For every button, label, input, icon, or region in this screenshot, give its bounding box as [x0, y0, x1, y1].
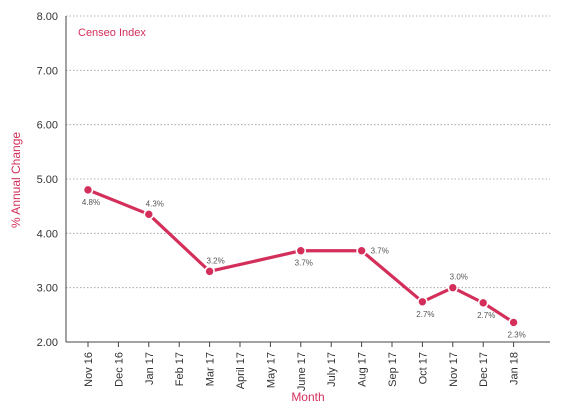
y-tick-label: 5.00: [37, 174, 58, 186]
data-label: 3.7%: [295, 259, 313, 268]
data-point: [477, 297, 489, 309]
data-point: [143, 209, 155, 220]
y-tick-label: 8.00: [37, 11, 58, 23]
data-label: 3.0%: [450, 273, 468, 282]
data-point: [82, 184, 94, 196]
gridlines: [66, 15, 550, 289]
y-tick-label: 4.00: [37, 228, 58, 240]
x-tick-label: Jan 18: [509, 352, 521, 385]
x-tick-label: Mar 17: [205, 352, 217, 386]
x-tick-label: Nov 16: [83, 352, 95, 387]
x-tick-label: Oct 17: [417, 352, 429, 384]
x-tick-label: Feb 17: [174, 352, 186, 386]
series-line: [86, 188, 516, 325]
data-point: [417, 296, 428, 308]
x-tick-label: Jan 17: [144, 352, 156, 385]
data-label: 4.8%: [82, 198, 100, 207]
data-point: [295, 245, 307, 257]
data-label: 3.7%: [371, 247, 389, 256]
y-tick-labels: 2.00 3.00 4.00 5.00 6.00 7.00 8.00: [37, 11, 58, 349]
y-tick-label: 7.00: [37, 65, 58, 77]
data-point: [356, 245, 367, 257]
data-label: 3.2%: [206, 256, 224, 265]
x-axis-title: Month: [291, 390, 324, 404]
data-labels: 4.8% 4.3% 3.2% 3.7% 3.7% 2.7% 3.0% 2.7% 2.3%: [82, 198, 526, 340]
data-label: 2.3%: [507, 330, 525, 339]
y-axis-title: % Annual Change: [9, 132, 23, 228]
x-tick-label: April 17: [235, 352, 247, 389]
x-tick-label: Nov 17: [448, 352, 460, 387]
x-tick-label: May 17: [265, 352, 277, 388]
x-tick-label: July 17: [326, 352, 338, 387]
x-tick-label: Dec 17: [478, 352, 490, 387]
series: [82, 184, 519, 328]
data-label: 2.7%: [477, 311, 495, 320]
y-tick-label: 2.00: [37, 337, 58, 349]
data-point: [447, 282, 459, 293]
data-point: [204, 266, 215, 277]
axes: [65, 16, 550, 347]
x-tick-label: Sep 17: [387, 352, 399, 387]
y-tick-label: 3.00: [37, 283, 58, 295]
data-label: 4.3%: [146, 199, 164, 208]
legend-entry: Censeo Index: [78, 27, 146, 39]
x-tick-label: Dec 16: [113, 352, 125, 387]
x-tick-label: June 17: [296, 352, 308, 391]
data-point: [508, 317, 519, 328]
x-tick-labels: Nov 16 Dec 16 Jan 17 Feb 17 Mar 17 April 17 Ma…: [83, 352, 521, 391]
data-label: 2.7%: [416, 310, 434, 319]
x-tick-label: Aug 17: [357, 352, 369, 387]
y-tick-label: 6.00: [37, 120, 58, 132]
